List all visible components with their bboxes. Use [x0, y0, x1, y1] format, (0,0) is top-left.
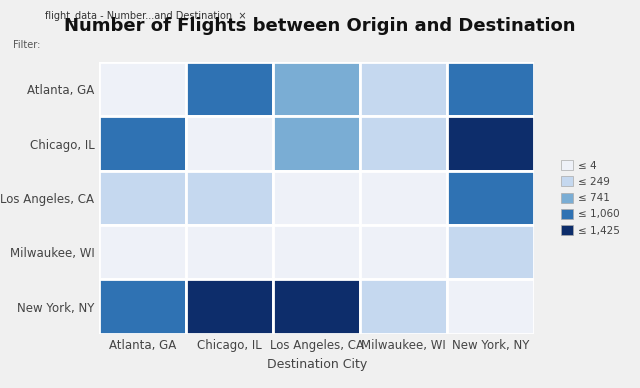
- Bar: [99, 225, 186, 279]
- Bar: [360, 62, 447, 116]
- Legend: ≤ 4, ≤ 249, ≤ 741, ≤ 1,060, ≤ 1,425: ≤ 4, ≤ 249, ≤ 741, ≤ 1,060, ≤ 1,425: [557, 156, 624, 240]
- Bar: [273, 279, 360, 334]
- Bar: [273, 62, 360, 116]
- Bar: [186, 62, 273, 116]
- Bar: [447, 62, 534, 116]
- Text: flight_data - Number...and Destination  ×: flight_data - Number...and Destination ×: [45, 10, 246, 21]
- Bar: [273, 225, 360, 279]
- Bar: [360, 279, 447, 334]
- Bar: [99, 116, 186, 171]
- Bar: [447, 225, 534, 279]
- Text: Number of Flights between Origin and Destination: Number of Flights between Origin and Des…: [64, 17, 576, 35]
- Bar: [360, 225, 447, 279]
- Text: Filter:: Filter:: [13, 40, 40, 50]
- Bar: [360, 171, 447, 225]
- Bar: [186, 116, 273, 171]
- Bar: [99, 62, 186, 116]
- Bar: [186, 171, 273, 225]
- Bar: [360, 116, 447, 171]
- X-axis label: Destination City: Destination City: [267, 359, 367, 371]
- Bar: [447, 279, 534, 334]
- Bar: [99, 171, 186, 225]
- Bar: [447, 116, 534, 171]
- Bar: [186, 279, 273, 334]
- Bar: [99, 279, 186, 334]
- Bar: [447, 171, 534, 225]
- Bar: [273, 116, 360, 171]
- Bar: [273, 171, 360, 225]
- Bar: [186, 225, 273, 279]
